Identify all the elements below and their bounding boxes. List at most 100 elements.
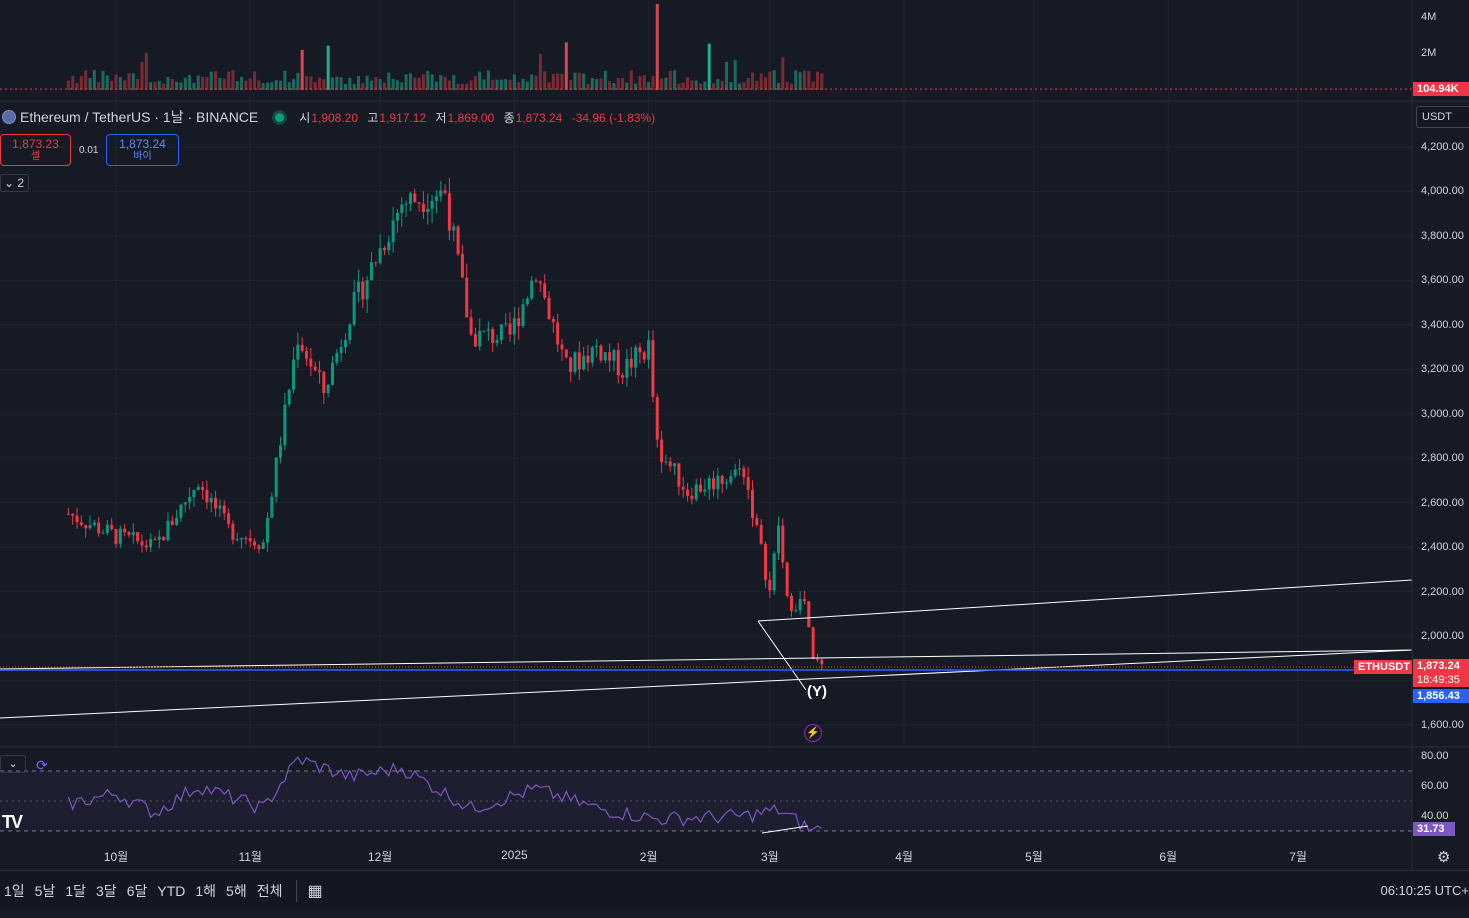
- sell-button[interactable]: 1,873.23 셀: [0, 134, 71, 166]
- volume-bar: [651, 76, 655, 90]
- currency-button[interactable]: USDT: [1416, 106, 1469, 128]
- volume-bar: [512, 74, 516, 90]
- rsi-collapse-button[interactable]: ⌄: [0, 755, 26, 773]
- candle-body: [240, 537, 244, 540]
- range-1y[interactable]: 1해: [195, 883, 217, 899]
- volume-bar: [421, 74, 425, 90]
- indicators-toggle[interactable]: ⌄ 2: [0, 174, 29, 192]
- volume-bar: [175, 81, 179, 90]
- volume-bar: [608, 80, 612, 90]
- volume-bar: [240, 76, 244, 90]
- rsi-divergence-line[interactable]: [761, 825, 809, 834]
- range-5d[interactable]: 5날: [34, 883, 56, 899]
- candle-body: [214, 497, 218, 509]
- volume-bar: [482, 79, 486, 90]
- range-1m[interactable]: 1달: [65, 883, 87, 899]
- close-key: 종: [503, 110, 515, 125]
- candle-body: [538, 281, 542, 284]
- volume-bar: [192, 82, 196, 90]
- time-tick-label: 3월: [760, 850, 779, 864]
- volume-bar: [149, 82, 153, 90]
- buy-button[interactable]: 1,873.24 바이: [106, 134, 179, 166]
- candle-body: [118, 528, 122, 544]
- market-status-icon[interactable]: [272, 109, 288, 125]
- range-3m[interactable]: 3달: [96, 883, 117, 899]
- volume-bar: [686, 77, 690, 90]
- range-ytd[interactable]: YTD: [157, 883, 186, 899]
- candle-body: [712, 478, 716, 490]
- price-tick-label: 1,600.00: [1421, 719, 1464, 731]
- candle-body: [776, 525, 780, 554]
- volume-bar: [781, 57, 785, 90]
- trend-lines[interactable]: [0, 579, 1413, 719]
- volume-bar: [369, 80, 373, 90]
- range-all[interactable]: 전체: [256, 883, 283, 899]
- price-tick-label: 3,800.00: [1421, 229, 1464, 242]
- price-tick-label: 2,400.00: [1421, 541, 1464, 554]
- volume-bar: [222, 78, 226, 90]
- volume-bar: [703, 81, 707, 90]
- clock[interactable]: 06:10:25 UTC+: [1380, 883, 1469, 898]
- candle-body: [196, 487, 200, 491]
- rsi-settings-icon[interactable]: ⟳: [36, 757, 48, 773]
- candle-body: [820, 659, 824, 665]
- candle-body: [751, 489, 755, 519]
- candle-body: [110, 524, 114, 530]
- candle-body: [218, 505, 222, 509]
- volume-bar: [387, 72, 391, 90]
- lightning-icon[interactable]: ⚡: [804, 724, 822, 742]
- volume-bar: [465, 83, 469, 90]
- candle-body: [556, 322, 560, 345]
- high-key: 고: [367, 110, 379, 125]
- candle-body: [331, 362, 334, 385]
- symbol-name[interactable]: Ethereum / TetherUS · 1날 · BINANCE: [20, 109, 259, 125]
- price-candles: [66, 177, 824, 671]
- candle-body: [443, 190, 447, 194]
- candle-body: [621, 375, 625, 378]
- time-tick-label: 6월: [1159, 850, 1178, 864]
- volume-bar: [253, 71, 257, 90]
- candle-body: [75, 515, 79, 523]
- volume-bar: [521, 78, 525, 90]
- trend-line[interactable]: [0, 649, 1413, 670]
- low-key: 저: [435, 110, 447, 125]
- trend-line[interactable]: [0, 649, 1413, 719]
- price-tick-label: 4,000.00: [1421, 185, 1464, 198]
- volume-bar: [629, 70, 633, 90]
- calendar-icon[interactable]: ▦: [307, 883, 323, 900]
- candle-body: [274, 457, 278, 497]
- volume-bar: [776, 82, 780, 90]
- wave-label[interactable]: (Y): [807, 683, 827, 700]
- candle-body: [183, 502, 187, 505]
- volume-bar: [820, 73, 824, 90]
- range-6m[interactable]: 6달: [126, 883, 148, 899]
- candle-body: [452, 226, 456, 231]
- trend-line[interactable]: [757, 620, 807, 691]
- volume-bar: [101, 71, 105, 90]
- trend-line[interactable]: [757, 579, 1413, 622]
- volume-bar: [577, 72, 581, 90]
- volume-bar: [400, 82, 404, 90]
- tradingview-logo-icon[interactable]: TV: [2, 812, 23, 832]
- time-tick-label: 11월: [238, 850, 262, 864]
- range-5y[interactable]: 5해: [226, 883, 247, 899]
- volume-bar: [335, 76, 339, 90]
- range-1d[interactable]: 1일: [4, 883, 25, 899]
- volume-bar: [166, 77, 170, 90]
- candle-body: [660, 439, 664, 463]
- candle-body: [170, 520, 174, 525]
- volume-bar: [227, 71, 231, 90]
- volume-bar: [794, 70, 798, 90]
- candle-body: [465, 277, 469, 318]
- volume-bar: [547, 82, 551, 90]
- volume-bar: [673, 70, 677, 90]
- gear-icon[interactable]: ⚙: [1437, 849, 1451, 866]
- candle-body: [530, 280, 534, 299]
- rsi-axis-40: 40.00: [1421, 810, 1449, 822]
- candle-body: [447, 193, 451, 231]
- volume-bar: [699, 83, 703, 90]
- volume-bar: [772, 70, 776, 90]
- volume-bar: [677, 83, 681, 90]
- candle-body: [486, 329, 490, 331]
